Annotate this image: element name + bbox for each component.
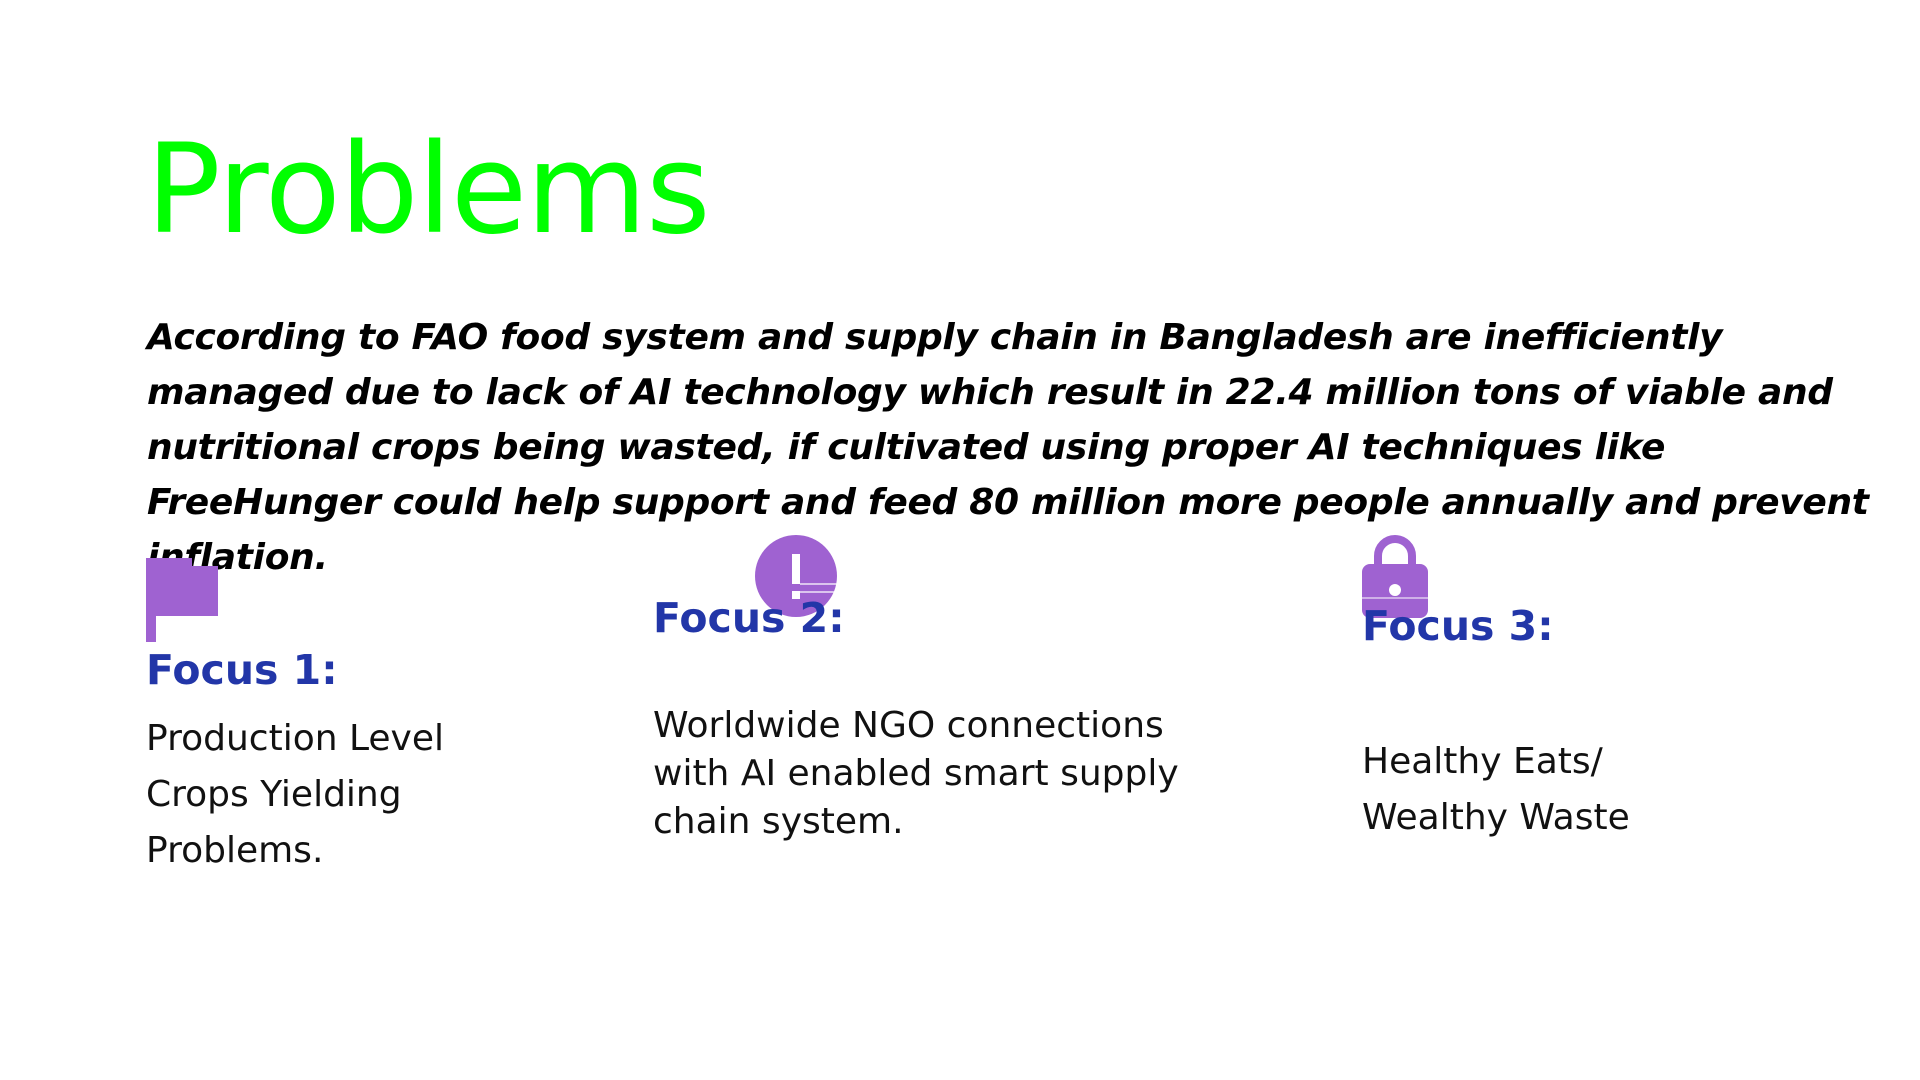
focus-2-heading: Focus 2: [653, 594, 845, 642]
slide-title: Problems [146, 118, 711, 262]
lock-icon [1362, 534, 1428, 618]
focus-3-heading: Focus 3: [1362, 602, 1554, 650]
intro-paragraph: According to FAO food system and supply … [147, 317, 1869, 578]
exclamation-circle-icon [754, 534, 838, 618]
focus-1-description: Production Level Crops Yielding Problems… [146, 718, 445, 872]
focus-1: Focus 1: Production Level Crops Yielding… [146, 558, 486, 879]
focus-2-description: Worldwide NGO connections with AI enable… [653, 705, 1179, 842]
focus-3-description: Healthy Eats/ Wealthy Waste [1362, 741, 1630, 838]
focus-1-heading: Focus 1: [146, 646, 338, 694]
flag-icon [146, 558, 486, 642]
